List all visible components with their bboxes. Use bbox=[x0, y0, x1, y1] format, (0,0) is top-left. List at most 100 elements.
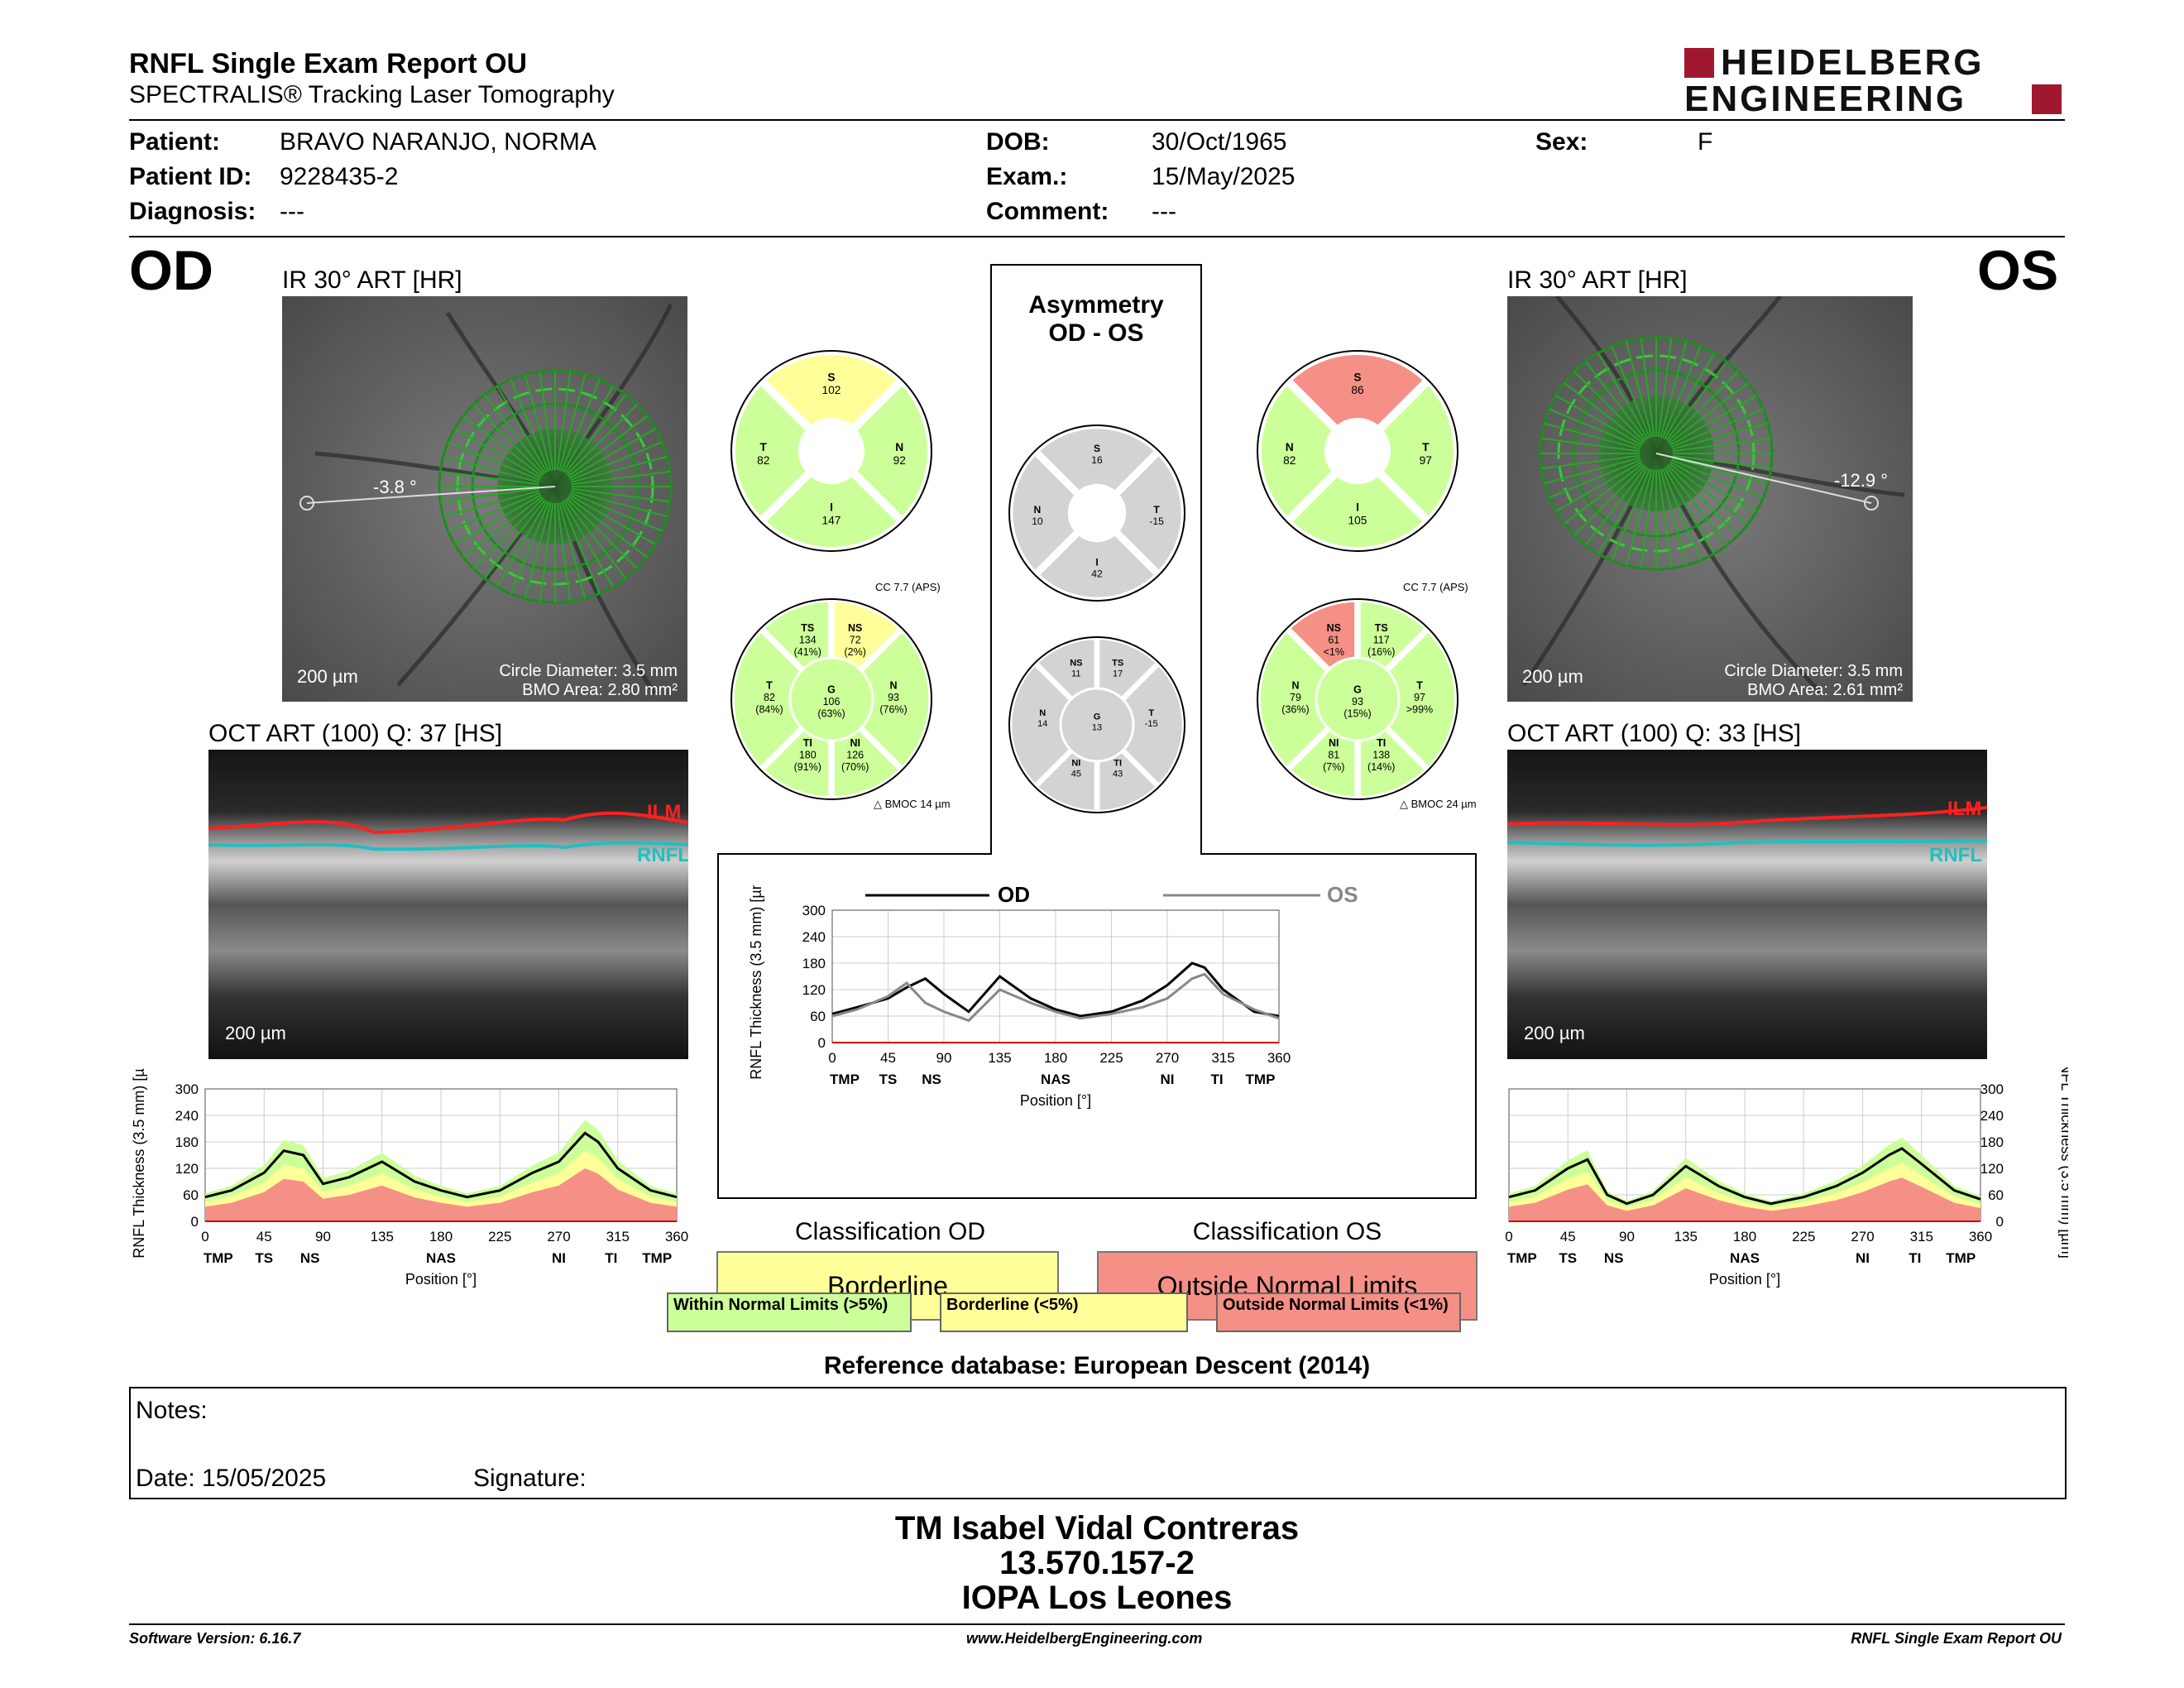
scan-spoke bbox=[1665, 361, 1728, 441]
scan-spoke bbox=[1669, 461, 1757, 512]
eye-label-od: OD bbox=[129, 239, 213, 302]
x-axis-label: Position [°] bbox=[1709, 1271, 1780, 1288]
patient-id: 9228435-2 bbox=[280, 163, 399, 190]
dob-label: DOB: bbox=[986, 128, 1050, 156]
x-tick-label: 315 bbox=[1211, 1050, 1234, 1066]
notes-box: Notes: Date: 15/05/2025 Signature: bbox=[129, 1387, 2067, 1499]
scan-spoke bbox=[462, 415, 543, 477]
y-tick-label: 300 bbox=[1980, 1081, 2004, 1097]
asymmetry-title-line1: Asymmetry bbox=[1028, 291, 1164, 319]
os-ir-caption: IR 30° ART [HR] bbox=[1507, 266, 1688, 294]
asymmetry-title: Asymmetry OD - OS bbox=[991, 291, 1201, 348]
sector-label-N: N 14 bbox=[1037, 708, 1047, 729]
pie-center bbox=[798, 418, 864, 484]
legend-od: OD bbox=[998, 885, 1030, 907]
scan-spoke bbox=[566, 404, 638, 476]
sector-label-NS: NS 72 (2%) bbox=[845, 622, 866, 658]
od-circle-diameter: Circle Diameter: 3.5 mm bbox=[499, 662, 678, 680]
sector-label-TI: TI 43 bbox=[1113, 759, 1123, 779]
scan-spoke bbox=[563, 386, 614, 473]
os-fundus-image: -12.9 ° 200 µm Circle Diameter: 3.5 mm B… bbox=[1507, 296, 1913, 702]
y-tick-label: 0 bbox=[1996, 1214, 2004, 1230]
footer-website: www.HeidelbergEngineering.com bbox=[966, 1630, 1203, 1647]
series-line-OD bbox=[831, 961, 1280, 1018]
sector-tick-label: NS bbox=[1604, 1250, 1624, 1266]
x-tick-label: 180 bbox=[1044, 1050, 1067, 1066]
x-tick-label: 90 bbox=[1619, 1229, 1635, 1244]
sector-G bbox=[1315, 656, 1401, 742]
scan-spoke bbox=[524, 502, 552, 599]
x-tick-label: 225 bbox=[1099, 1050, 1123, 1066]
scan-spoke bbox=[1667, 371, 1739, 443]
x-tick-label: 270 bbox=[547, 1229, 570, 1244]
comment-label: Comment: bbox=[986, 198, 1109, 225]
sector-label-TS: TS 134 (41%) bbox=[794, 622, 821, 658]
quadrant-label-N: N 10 bbox=[1032, 504, 1043, 527]
sector-label-TI: TI 180 (91%) bbox=[794, 737, 821, 773]
sector-tick-label: TS bbox=[255, 1250, 273, 1266]
od-quadrant-pie: S 102 N 92 I 147 T 82 bbox=[728, 348, 935, 554]
footer-divider bbox=[129, 1623, 2065, 1625]
od-ilm-label: ILM bbox=[647, 801, 682, 823]
logo-square-top bbox=[1684, 48, 1714, 78]
os-sector-pie: NS 61 <1% TS 117 (16%) T 97 >99% TI 138 (14%) NI 81 (7… bbox=[1254, 596, 1461, 803]
classification-od-title: Classification OD bbox=[794, 1218, 986, 1245]
sector-label-T: T -15 bbox=[1145, 708, 1158, 729]
x-tick-label: 0 bbox=[828, 1050, 836, 1066]
patient-id-label: Patient ID: bbox=[129, 163, 252, 190]
scan-spoke bbox=[472, 497, 544, 569]
os-oct-caption: OCT ART (100) Q: 33 [HS] bbox=[1507, 720, 1802, 747]
scan-spoke bbox=[1672, 454, 1771, 470]
scan-spoke bbox=[1672, 422, 1769, 450]
scan-spoke bbox=[1672, 437, 1771, 453]
scan-spoke bbox=[556, 372, 572, 471]
x-tick-label: 45 bbox=[1560, 1229, 1576, 1244]
sector-tick-label: TI bbox=[1210, 1072, 1223, 1087]
x-tick-label: 135 bbox=[1674, 1229, 1698, 1244]
scan-spoke bbox=[1555, 395, 1643, 446]
scan-spoke bbox=[571, 490, 668, 518]
scan-spoke bbox=[440, 470, 539, 486]
sector-tick-label: NS bbox=[922, 1072, 941, 1087]
scan-spoke bbox=[483, 394, 546, 474]
x-tick-label: 270 bbox=[1851, 1229, 1874, 1244]
os-angle-readout: -12.9 ° bbox=[1834, 470, 1889, 491]
sector-tick-label: NAS bbox=[1041, 1072, 1070, 1087]
scan-spoke bbox=[1669, 395, 1757, 446]
y-tick-label: 60 bbox=[1988, 1187, 2004, 1203]
sector-tick-label: NAS bbox=[1730, 1250, 1760, 1266]
scan-spoke bbox=[571, 487, 670, 503]
scan-spoke bbox=[571, 470, 670, 486]
scan-spoke bbox=[566, 497, 638, 569]
scan-spoke bbox=[1549, 458, 1641, 499]
center-profile-chart: 0 60 120 180 240 300 0 45 90 135 180 225 270 315 360 TM… bbox=[750, 885, 1358, 1109]
x-axis-label: Position [°] bbox=[1020, 1092, 1091, 1109]
sector-label-NI: NI 81 (7%) bbox=[1323, 737, 1344, 773]
y-tick-label: 240 bbox=[802, 929, 826, 945]
y-tick-label: 240 bbox=[175, 1108, 199, 1124]
scan-spoke bbox=[1611, 346, 1651, 439]
scan-spoke bbox=[556, 502, 572, 602]
os-quadrant-pie: S 86 T 97 I 105 N 82 bbox=[1254, 348, 1461, 554]
os-oct-bscan: ILM RNFL 200 µm bbox=[1507, 750, 1987, 1059]
x-tick-label: 45 bbox=[880, 1050, 896, 1066]
quadrant-label-I: I 147 bbox=[822, 501, 841, 527]
pie-outline bbox=[1257, 598, 1458, 800]
os-bmo-area: BMO Area: 2.61 mm² bbox=[1747, 681, 1903, 699]
x-tick-label: 135 bbox=[988, 1050, 1011, 1066]
y-tick-label: 0 bbox=[191, 1214, 199, 1230]
scan-spoke bbox=[483, 499, 546, 579]
x-tick-label: 225 bbox=[1792, 1229, 1815, 1244]
exam-value: 15/May/2025 bbox=[1152, 163, 1296, 190]
x-tick-label: 180 bbox=[1733, 1229, 1756, 1244]
os-profile-chart: 0 60 120 180 240 300 0 45 90 135 180 225 270 315 360 TM… bbox=[1505, 1067, 2068, 1288]
scan-spoke bbox=[1640, 338, 1655, 438]
pie-outline bbox=[730, 598, 932, 800]
scan-spoke bbox=[1657, 338, 1673, 438]
sector-label-G: G 106 (63%) bbox=[817, 684, 845, 720]
y-tick-label: 240 bbox=[1980, 1108, 2004, 1124]
od-ir-caption: IR 30° ART [HR] bbox=[282, 266, 462, 294]
notes-date: Date: 15/05/2025 bbox=[136, 1465, 327, 1492]
scan-spoke bbox=[570, 492, 663, 532]
y-tick-label: 120 bbox=[175, 1161, 199, 1177]
